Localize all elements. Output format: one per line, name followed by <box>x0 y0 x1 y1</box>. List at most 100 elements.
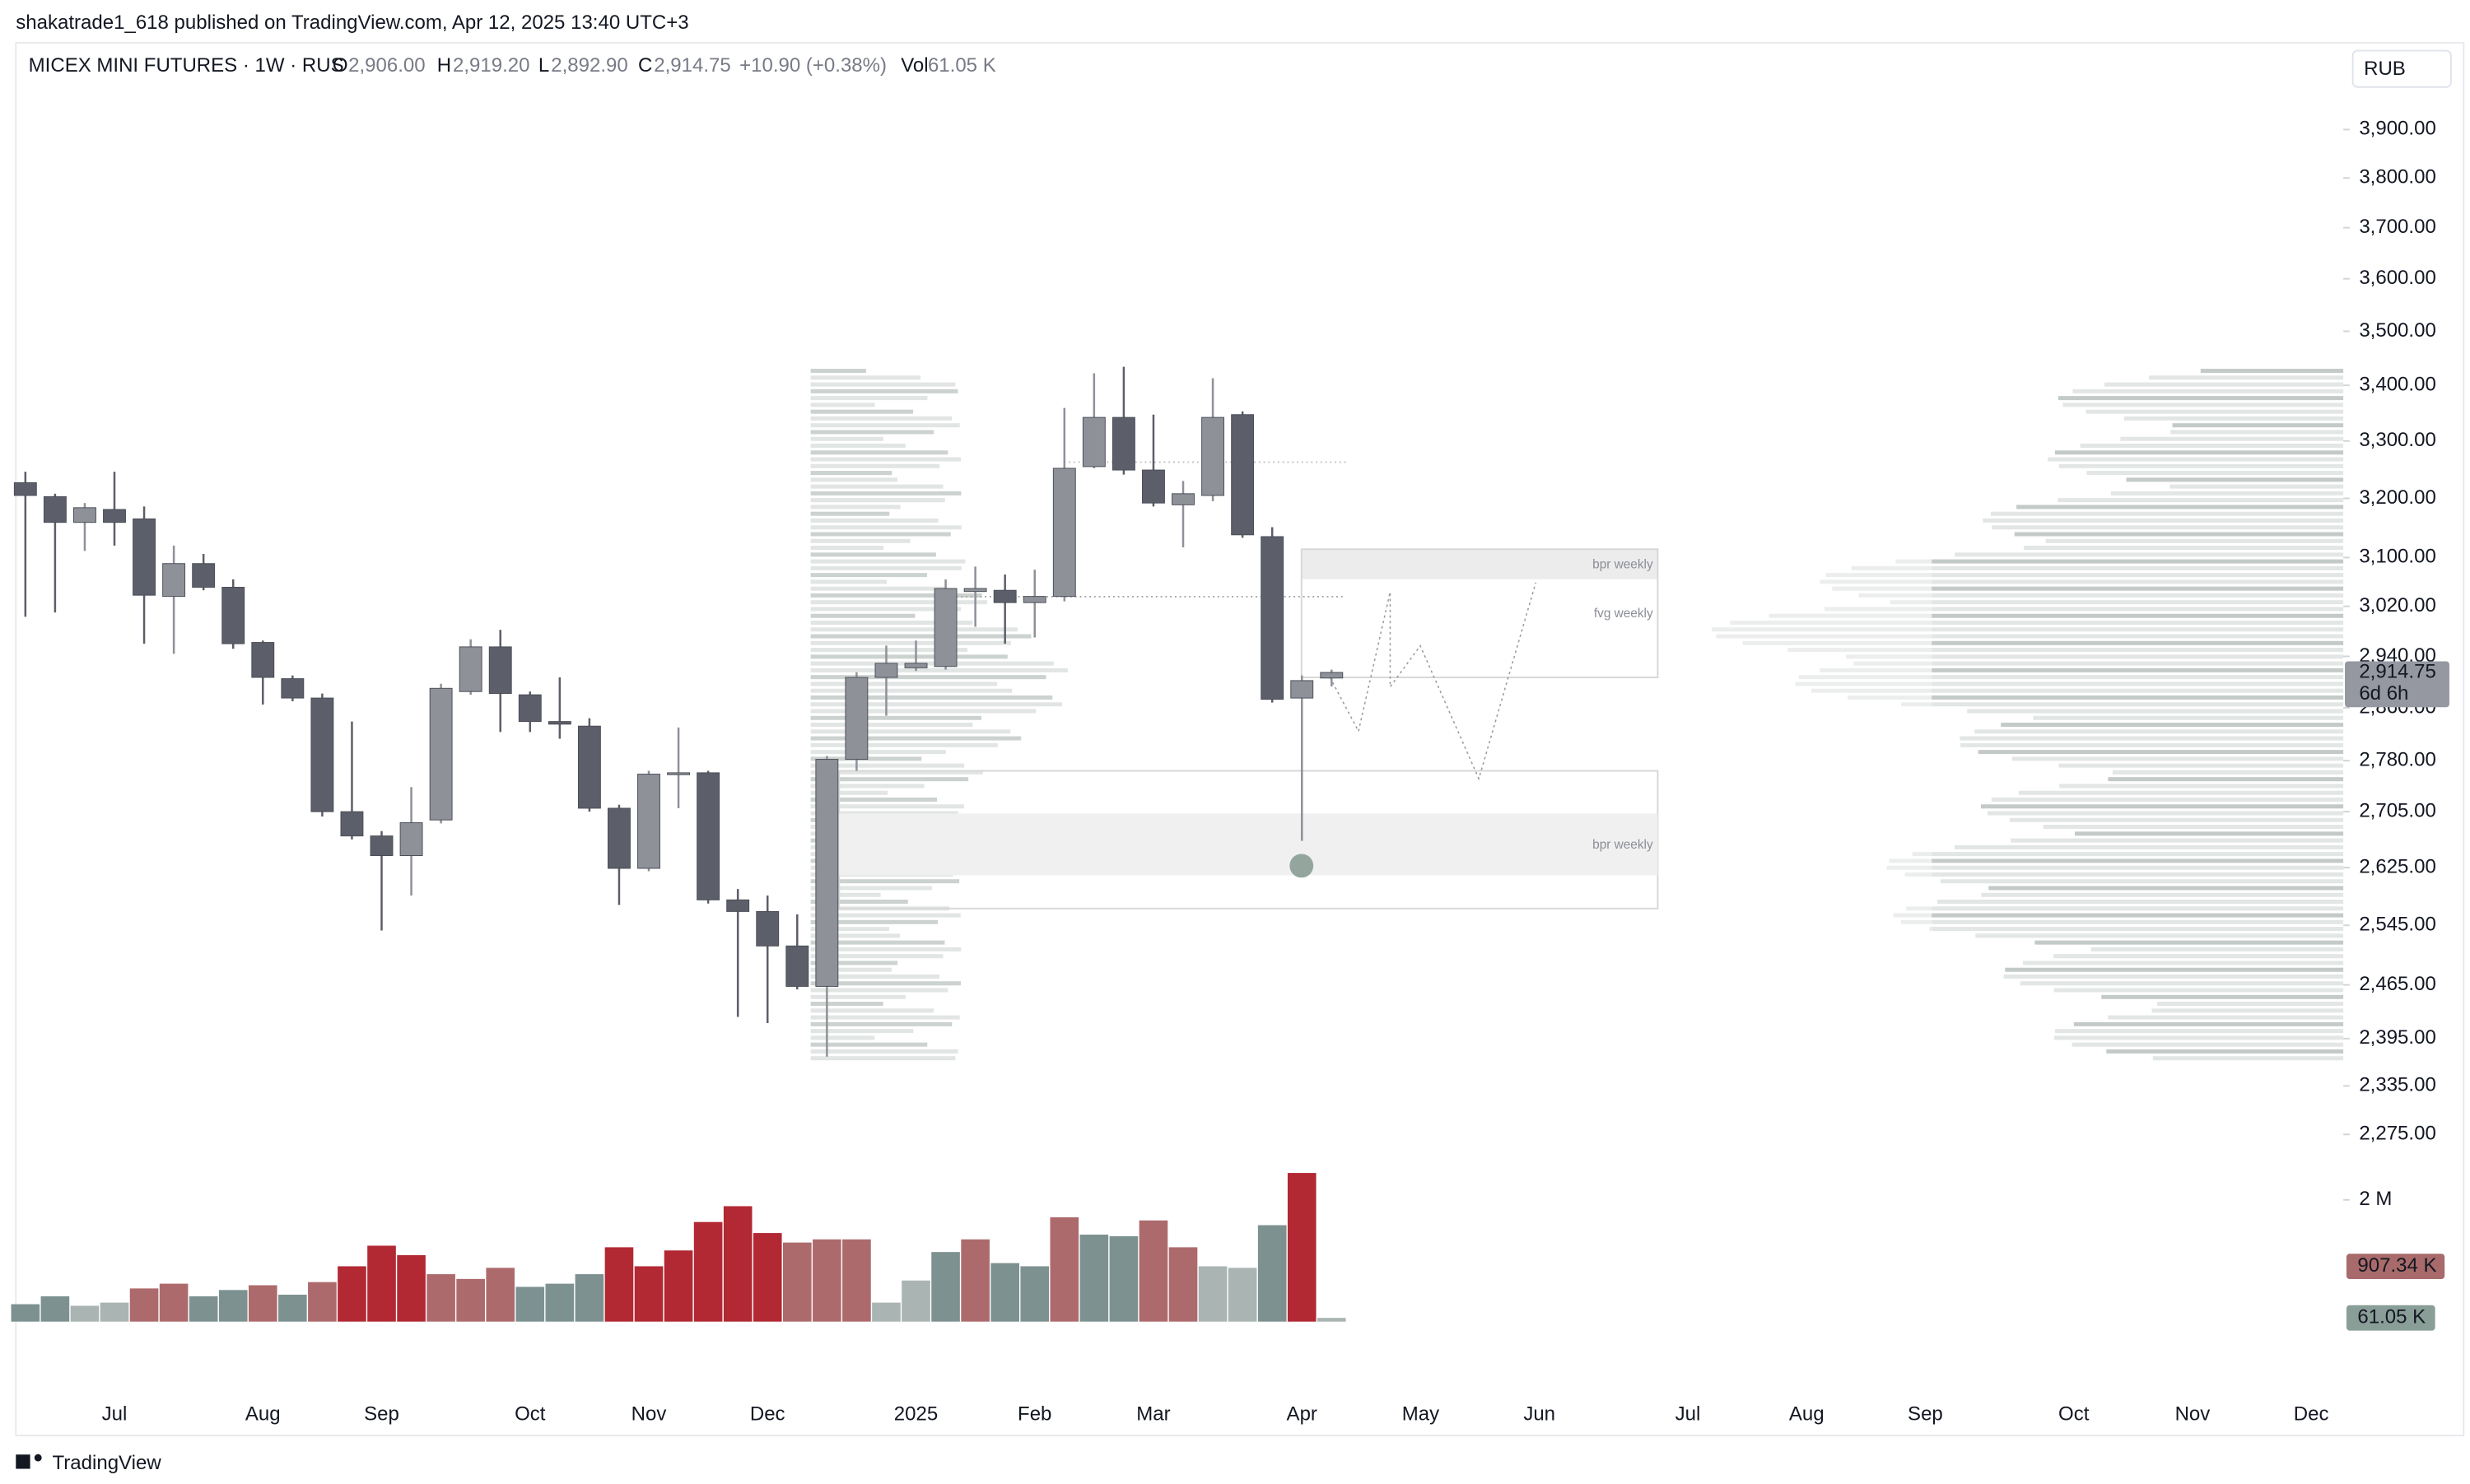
profile-row <box>1895 559 1932 564</box>
volume-bar <box>515 1286 545 1322</box>
profile-row <box>810 484 944 489</box>
x-tick-label: Mar <box>1136 1403 1170 1426</box>
profile-row <box>810 552 936 557</box>
profile-row <box>1932 906 2344 911</box>
profile-row <box>1711 627 1932 632</box>
volume-bar <box>1050 1217 1079 1322</box>
legend-value: 2,914.75 <box>654 54 730 77</box>
profile-row <box>2058 498 2344 503</box>
publisher: shakatrade1_618 published on TradingView… <box>16 12 688 34</box>
profile-row <box>1893 913 1932 918</box>
y-tick-label: 2 M <box>2359 1188 2392 1210</box>
profile-row <box>810 947 962 951</box>
profile-row <box>1932 675 2344 680</box>
volume-bar <box>1020 1266 1050 1322</box>
x-tick-label: Aug <box>1789 1403 1825 1426</box>
candle-body <box>815 759 839 987</box>
footer-logo: TradingView <box>16 1452 161 1474</box>
volume-bar <box>813 1239 841 1322</box>
profile-row <box>1932 648 2344 653</box>
candle-body <box>103 509 126 523</box>
profile-row <box>2152 1056 2344 1061</box>
volume-bar <box>664 1250 693 1322</box>
profile-row <box>1900 919 1932 924</box>
profile-row <box>810 559 966 564</box>
profile-row <box>810 742 998 747</box>
y-tick-label: 3,900.00 <box>2359 118 2435 140</box>
profile-row <box>2108 777 2344 782</box>
x-tick-label: May <box>1402 1403 1439 1426</box>
profile-row <box>810 1056 956 1061</box>
y-tick-label: 3,100.00 <box>2359 546 2435 568</box>
currency-button[interactable] <box>2351 49 2452 88</box>
profile-row <box>1975 933 2344 938</box>
volume-bar <box>397 1255 426 1322</box>
candle-body <box>310 697 334 812</box>
profile-row <box>2011 756 2344 761</box>
profile-row <box>1798 675 1932 680</box>
candle-body <box>1290 680 1314 699</box>
profile-row <box>810 648 968 653</box>
candle-body <box>162 563 186 598</box>
profile-row <box>2020 981 2344 986</box>
profile-row <box>1932 927 2344 932</box>
candle-body <box>1231 414 1255 536</box>
profile-row <box>810 436 883 441</box>
profile-row <box>810 409 914 414</box>
profile-row <box>810 927 889 932</box>
y-tick-label: 2,465.00 <box>2359 973 2435 995</box>
y-tick-label: 2,545.00 <box>2359 914 2435 936</box>
profile-row <box>1820 668 1932 672</box>
projection-path <box>1329 582 1537 781</box>
y-tick-label: 2,780.00 <box>2359 749 2435 771</box>
profile-row <box>2120 436 2344 441</box>
profile-row <box>1825 573 1932 578</box>
profile-row <box>1932 634 2344 639</box>
volume-bar <box>100 1302 129 1322</box>
volume-bar <box>426 1274 455 1322</box>
profile-row <box>810 463 940 468</box>
legend-key: Vol <box>901 54 928 77</box>
profile-row <box>1932 668 2344 672</box>
profile-row <box>1988 886 2344 891</box>
profile-row <box>1811 688 1932 693</box>
candle-body <box>43 495 67 523</box>
profile-row <box>810 736 1022 741</box>
candle-body <box>192 563 216 588</box>
profile-row <box>1974 729 2344 734</box>
profile-row <box>810 763 965 768</box>
candle-body <box>993 589 1017 603</box>
profile-row <box>810 675 1046 680</box>
x-tick-label: Nov <box>2175 1403 2211 1426</box>
legend-key: L <box>538 54 549 77</box>
profile-row <box>1742 640 1932 645</box>
profile-row <box>810 804 964 809</box>
profile-row <box>810 695 1053 700</box>
profile-row <box>1932 621 2344 626</box>
legend-key: O <box>333 54 348 77</box>
profile-row <box>810 879 960 884</box>
profile-row <box>810 423 960 428</box>
profile-row <box>2053 988 2344 993</box>
profile-row <box>2001 723 2344 728</box>
profile-row <box>1932 695 2344 700</box>
profile-row <box>2016 505 2344 509</box>
profile-row <box>2086 409 2344 414</box>
profile-row <box>1932 702 2344 707</box>
volume-bar <box>308 1282 337 1322</box>
currency[interactable]: RUB <box>2364 58 2406 80</box>
zones: bpr weekly fvg weekly bpr weekly <box>838 461 1659 909</box>
x-tick-label: Jul <box>102 1403 128 1426</box>
profile-row <box>2090 947 2344 951</box>
volume-bar <box>1228 1268 1257 1322</box>
profile-row <box>1858 593 1932 598</box>
profile-row <box>1904 872 1932 877</box>
profile-row <box>1932 682 2344 686</box>
profile-row <box>2059 784 2344 789</box>
volume-bar <box>278 1295 307 1322</box>
profile-row <box>810 750 946 755</box>
profile-row <box>810 369 866 374</box>
profile-row <box>1906 906 1932 911</box>
profile-row <box>810 525 962 530</box>
